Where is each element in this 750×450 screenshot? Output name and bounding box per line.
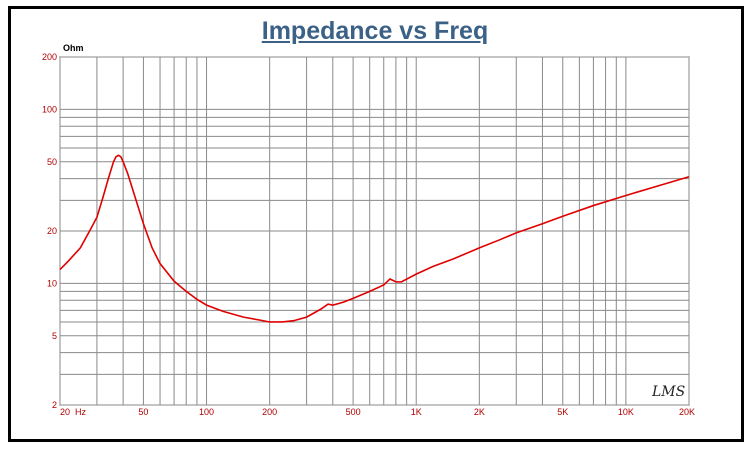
y-tick-label: 200 <box>42 52 57 62</box>
grid-lines <box>59 56 690 406</box>
x-tick-label: 5K <box>557 407 568 417</box>
y-tick-label: 20 <box>47 226 57 236</box>
x-tick-label: 1K <box>411 407 422 417</box>
y-tick-label: 5 <box>52 331 57 341</box>
x-tick-label: 20K <box>679 407 695 417</box>
x-tick-label: 50 <box>138 407 148 417</box>
impedance-curve <box>59 154 690 323</box>
y-tick-labels: 200 100 50 20 10 5 2 <box>42 52 57 410</box>
x-tick-label: 100 <box>199 407 214 417</box>
y-tick-label: 2 <box>52 400 57 410</box>
lms-watermark: LMS <box>651 384 685 400</box>
x-tick-label: 2K <box>474 407 485 417</box>
y-axis-unit: Ohm <box>63 43 84 53</box>
x-tick-label: 200 <box>262 407 277 417</box>
x-tick-label: 20 Hz <box>60 407 87 417</box>
y-tick-label: 100 <box>42 104 57 114</box>
x-tick-labels: 20 Hz 50 100 200 500 1K 2K 5K 10K 20K <box>60 407 695 417</box>
chart-title: Impedance vs Freq <box>261 17 489 45</box>
y-tick-label: 10 <box>47 278 57 288</box>
y-tick-label: 50 <box>47 157 57 167</box>
x-tick-label: 10K <box>618 407 634 417</box>
x-tick-label: 500 <box>346 407 361 417</box>
